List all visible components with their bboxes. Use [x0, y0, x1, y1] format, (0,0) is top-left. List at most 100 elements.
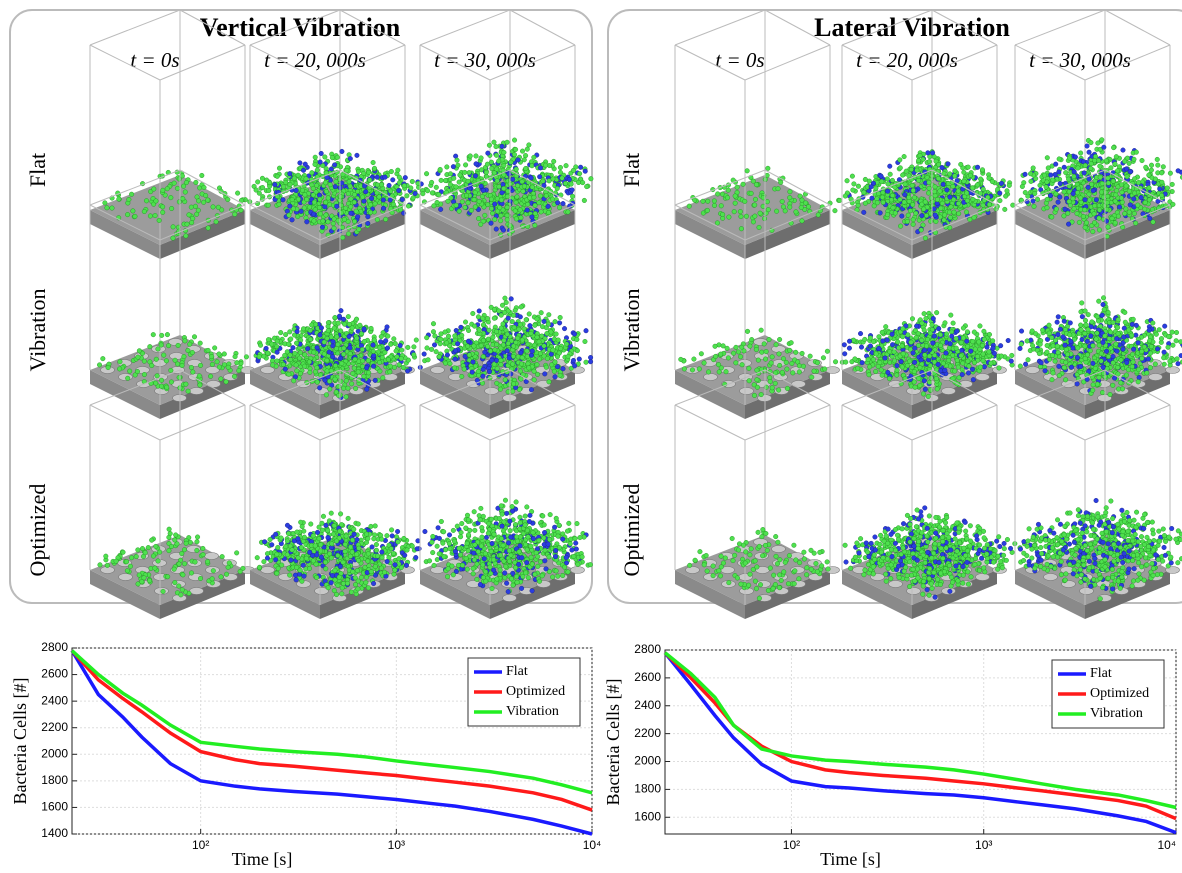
bacterium — [501, 543, 506, 548]
bacterium — [315, 365, 320, 370]
bacterium — [314, 575, 319, 580]
bacterium — [523, 166, 528, 171]
bacterium — [313, 207, 318, 212]
bacterium — [326, 196, 331, 201]
bacterium — [318, 160, 323, 165]
bacterium — [140, 546, 145, 551]
bacterium — [535, 554, 540, 559]
bacterium — [766, 166, 771, 171]
bacterium — [522, 184, 527, 189]
row-label: Vibration — [619, 289, 644, 372]
bacterium — [719, 204, 724, 209]
bacterium — [265, 551, 270, 556]
bacterium — [715, 192, 720, 197]
bacterium — [571, 358, 576, 363]
bacterium — [527, 143, 532, 148]
bacterium — [930, 151, 935, 156]
bacterium — [488, 349, 493, 354]
bacterium — [508, 528, 513, 533]
bacterium — [299, 545, 304, 550]
bacterium — [519, 377, 524, 382]
bacterium — [837, 198, 842, 203]
bacterium — [978, 177, 983, 182]
bacterium — [352, 219, 357, 224]
bacterium — [744, 214, 749, 219]
bacterium — [753, 197, 758, 202]
bacterium — [343, 549, 348, 554]
bacterium — [360, 195, 365, 200]
bacterium — [156, 347, 161, 352]
bacterium — [184, 382, 189, 387]
bacterium — [206, 226, 211, 231]
bacterium — [172, 181, 177, 186]
bacterium — [566, 570, 571, 575]
bacterium — [742, 199, 747, 204]
bacterium — [134, 554, 139, 559]
bacterium — [324, 213, 329, 218]
bacterium — [458, 173, 463, 178]
bacterium — [161, 589, 166, 594]
bacterium — [478, 582, 483, 587]
bacterium — [356, 370, 361, 375]
bacterium — [481, 367, 486, 372]
bacterium — [558, 346, 563, 351]
bacterium — [277, 166, 282, 171]
bacterium — [692, 198, 697, 203]
bacterium — [774, 209, 779, 214]
bacterium — [98, 563, 103, 568]
bacterium — [430, 191, 435, 196]
bacterium — [492, 307, 497, 312]
bacterium — [566, 210, 571, 215]
bacterium — [479, 506, 484, 511]
bacterium — [327, 387, 332, 392]
bacterium — [480, 563, 485, 568]
bacterium — [129, 192, 134, 197]
bacterium — [411, 352, 416, 357]
bacterium — [527, 519, 532, 524]
bacterium — [333, 377, 338, 382]
bacterium — [308, 522, 313, 527]
bacterium — [575, 337, 580, 342]
row-label: Optimized — [25, 484, 50, 577]
bacterium — [573, 541, 578, 546]
bacterium — [282, 353, 287, 358]
bacterium — [458, 534, 463, 539]
bacterium — [345, 581, 350, 586]
bacterium — [555, 364, 560, 369]
bacterium — [125, 568, 130, 573]
bacterium — [780, 199, 785, 204]
bacterium — [275, 359, 280, 364]
bacterium — [169, 195, 174, 200]
bacterium — [475, 577, 480, 582]
bacterium — [496, 159, 501, 164]
bacterium — [435, 544, 440, 549]
bacterium — [525, 354, 530, 359]
bacterium — [339, 203, 344, 208]
bacterium — [544, 365, 549, 370]
bacterium — [382, 570, 387, 575]
bacterium — [553, 375, 558, 380]
bacterium — [845, 178, 850, 183]
bacterium — [340, 235, 345, 240]
bacterium — [733, 194, 738, 199]
bacterium — [309, 323, 314, 328]
bacterium — [466, 517, 471, 522]
bacterium — [312, 200, 317, 205]
bacterium — [364, 387, 369, 392]
bacterium — [441, 541, 446, 546]
bacterium — [474, 154, 479, 159]
bacterium — [523, 514, 528, 519]
bacterium — [234, 551, 239, 556]
bacterium — [535, 362, 540, 367]
bacterium — [142, 209, 147, 214]
bacterium — [506, 341, 511, 346]
bacterium — [366, 552, 371, 557]
bacterium — [458, 552, 463, 557]
bacterium — [566, 354, 571, 359]
bacterium — [343, 542, 348, 547]
bacterium — [491, 568, 496, 573]
bacterium — [563, 181, 568, 186]
bacterium — [533, 323, 538, 328]
bacterium — [169, 380, 174, 385]
bacterium — [186, 348, 191, 353]
